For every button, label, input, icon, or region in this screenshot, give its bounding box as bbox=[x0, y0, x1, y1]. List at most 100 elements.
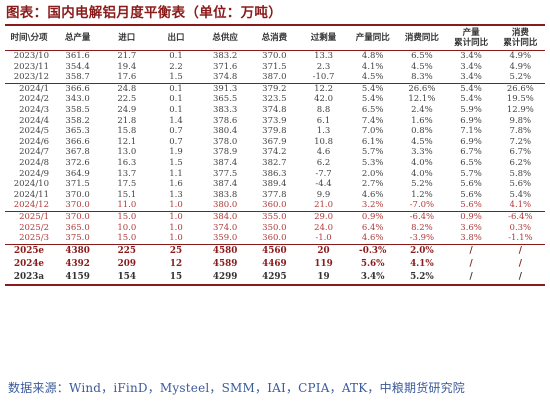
table-cell: 323.5 bbox=[262, 94, 287, 105]
table-cell: 4469 bbox=[262, 258, 287, 269]
table-cell: 5.8% bbox=[509, 168, 532, 179]
table-cell: 6.5% bbox=[411, 51, 433, 61]
table-cell: / bbox=[446, 243, 496, 258]
table-cell: 7.4% bbox=[361, 115, 384, 126]
column-header: 过剩量 bbox=[310, 33, 337, 43]
table-cell: 225 bbox=[102, 243, 152, 258]
table-cell: 0.1 bbox=[169, 94, 183, 105]
table-cell: 6.7% bbox=[460, 147, 482, 158]
table-cell: 358.5 bbox=[65, 104, 90, 115]
period-cell: 2024/6 bbox=[19, 136, 49, 147]
table-cell: 6.9% bbox=[460, 115, 482, 126]
table-row: 2023/11 354.4 19.4 2.2 371.6 371.5 2.3 4.1% 4.5%… bbox=[5, 62, 545, 73]
table-cell: 19 bbox=[298, 270, 349, 286]
period-cell: 2025e bbox=[5, 243, 53, 258]
table-cell: 4.6% bbox=[361, 189, 384, 200]
table-cell: -1.0 bbox=[315, 233, 332, 244]
table-cell: 6.5% bbox=[460, 157, 482, 168]
annual-row: 2023a 4159 154 15 4299 4295 19 3.4% 5.2% / / bbox=[5, 270, 545, 286]
table-cell: 4.0% bbox=[411, 168, 433, 179]
table-cell: 378.0 bbox=[212, 136, 238, 147]
period-cell: 2025/1 bbox=[5, 210, 53, 223]
table-cell: 365.5 bbox=[212, 94, 238, 105]
table-cell: 2.0% bbox=[361, 168, 384, 179]
table-cell: 13.0 bbox=[117, 147, 137, 158]
table-cell: 5.2% bbox=[509, 72, 532, 83]
table-row: 2025/1 370.0 15.0 1.0 384.0 355.0 29.0 0.9% -6.4… bbox=[5, 210, 545, 223]
table-cell: 4589 bbox=[212, 258, 238, 269]
period-cell: 2024/7 bbox=[19, 147, 49, 158]
table-cell: -4.4 bbox=[315, 179, 332, 190]
table-cell: 2.2 bbox=[169, 61, 183, 72]
table-cell: 389.4 bbox=[262, 179, 287, 190]
table-cell: 11.0 bbox=[117, 200, 137, 211]
table-cell: 370.0 bbox=[65, 200, 90, 211]
table-cell: 367.8 bbox=[65, 147, 90, 158]
table-cell: 371.6 bbox=[212, 61, 238, 72]
table-cell: 387.4 bbox=[212, 157, 238, 168]
period-cell: 2024e bbox=[13, 258, 45, 269]
table-cell: 3.4% bbox=[460, 72, 482, 83]
table-cell: 7.2% bbox=[509, 136, 532, 147]
column-header: 消费同比 bbox=[404, 33, 439, 43]
table-cell: 15.8 bbox=[117, 126, 137, 137]
table-cell: 1.2% bbox=[411, 189, 433, 200]
period-cell: 2024/8 bbox=[19, 157, 49, 168]
table-cell: 12.9% bbox=[506, 104, 534, 115]
table-cell: / bbox=[446, 270, 496, 286]
column-header: 产量同比 bbox=[355, 33, 390, 43]
table-cell: 378.9 bbox=[212, 147, 238, 158]
table-cell: 19.5% bbox=[506, 94, 534, 105]
table-cell: 4.6% bbox=[361, 233, 384, 244]
table-cell: 5.4% bbox=[361, 94, 384, 105]
table-cell: 0.9% bbox=[446, 210, 496, 223]
table-cell: 355.0 bbox=[249, 210, 299, 223]
table-cell: 3.4% bbox=[460, 61, 482, 72]
table-cell: 16.3 bbox=[117, 157, 137, 168]
table-cell: 370.0 bbox=[53, 210, 103, 223]
table-cell: 17.5 bbox=[117, 179, 137, 190]
table-cell: 361.6 bbox=[65, 51, 90, 61]
table-cell: 379.8 bbox=[262, 126, 287, 137]
table-cell: 13.7 bbox=[117, 168, 137, 179]
table-row: 2023/10 361.6 21.7 0.1 383.2 370.0 13.3 4.8% 6.5… bbox=[5, 51, 545, 62]
table-cell: 1.6 bbox=[169, 179, 183, 190]
period-cell: 2024/2 bbox=[19, 94, 49, 105]
table-row: 2024/8 372.6 16.3 1.5 387.4 382.7 6.2 5.3% 4.0% 6… bbox=[5, 158, 545, 169]
table-cell: 343.0 bbox=[65, 94, 90, 105]
table-cell: 370.0 bbox=[262, 51, 287, 61]
table-cell: 0.3% bbox=[509, 222, 532, 233]
table-cell: 374.8 bbox=[212, 72, 238, 83]
annual-row: 2025e 4380 225 25 4580 4560 20 -0.3% 2.0% / / bbox=[5, 243, 545, 258]
table-cell: 1.9 bbox=[169, 147, 183, 158]
period-cell: 2024/12 bbox=[13, 200, 49, 211]
table-cell: 0.1 bbox=[169, 104, 183, 115]
table-cell: 391.3 bbox=[200, 82, 250, 95]
column-header: 时间\分项 bbox=[10, 33, 48, 43]
table-cell: 26.6% bbox=[397, 82, 447, 95]
table-cell: 1.0 bbox=[169, 233, 183, 244]
table-cell: -6.4% bbox=[495, 210, 545, 223]
table-cell: 15.1 bbox=[117, 189, 137, 200]
table-cell: -3.9% bbox=[409, 233, 435, 244]
table-row: 2024/11 370.0 15.1 1.3 383.8 377.8 9.9 4.6% 1.2%… bbox=[5, 190, 545, 201]
table-cell: 1.1 bbox=[169, 168, 183, 179]
table-cell: 0.8% bbox=[411, 126, 433, 137]
period-cell: 2023/12 bbox=[13, 72, 49, 83]
table-cell: 7.0% bbox=[361, 126, 384, 137]
table-row: 2023/12 358.7 17.6 1.5 374.8 387.0 -10.7 4.5% 8.… bbox=[5, 72, 545, 83]
table-row: 2024/5 365.3 15.8 0.7 380.4 379.8 1.3 7.0% 0.8% 7… bbox=[5, 126, 545, 137]
table-cell: 5.6% bbox=[509, 179, 532, 190]
table-cell: 379.2 bbox=[249, 82, 299, 95]
header-row: 时间\分项 总产量 进口 出口 总供应 总消费 过剩量 产量同比 消费同比 产量 累计同比 消费 累计同… bbox=[5, 25, 545, 51]
table-cell: 364.9 bbox=[65, 168, 90, 179]
table-cell: 24.0 bbox=[314, 222, 333, 233]
period-cell: 2023a bbox=[5, 270, 53, 286]
table-cell: -10.7 bbox=[312, 72, 335, 83]
table-cell: 1.0 bbox=[169, 200, 183, 211]
table-cell: 5.4% bbox=[446, 82, 496, 95]
table-row: 2024/3 358.5 24.9 0.1 383.3 374.8 8.8 6.5% 2.4% 5… bbox=[5, 105, 545, 116]
table-row: 2024/6 366.6 12.1 0.7 378.0 367.9 10.8 6.1% 4.5%… bbox=[5, 137, 545, 148]
table-cell: 15.0 bbox=[102, 210, 152, 223]
table-cell: 8.8 bbox=[316, 104, 331, 115]
